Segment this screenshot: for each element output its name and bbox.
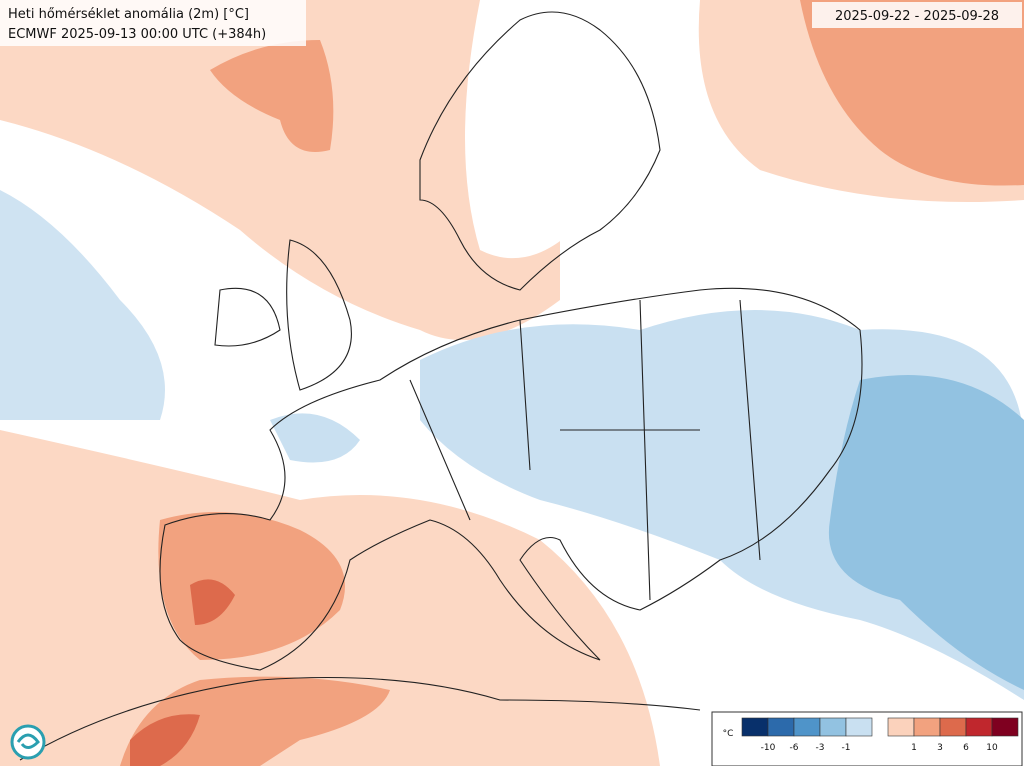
greenland-sea-warm: [210, 40, 334, 152]
iberia-hot: [190, 579, 235, 625]
france-cool: [270, 413, 360, 463]
borders: [409, 299, 761, 601]
legend: °C -10 -6 -3 -1 1 3 6 10: [711, 711, 1023, 766]
africa-coast: [19, 676, 701, 761]
legend-swatch: [741, 717, 769, 737]
east-cool: [828, 375, 1024, 690]
ireland-coast: [214, 287, 281, 347]
legend-swatch: [939, 717, 967, 737]
legend-swatch: [845, 717, 873, 737]
legend-swatch: [913, 717, 941, 737]
legend-tick-label: -6: [790, 743, 799, 753]
africa-warm: [120, 676, 390, 766]
date-box: [812, 2, 1022, 28]
legend-swatch: [991, 717, 1019, 737]
legend-swatch: [767, 717, 795, 737]
subtitle: ECMWF 2025-09-13 00:00 UTC (+384h): [8, 27, 266, 42]
legend-swatch: [793, 717, 821, 737]
africa-hot: [130, 714, 200, 766]
britain-coast: [286, 239, 352, 391]
logo: [10, 724, 46, 760]
legend-unit: °C: [723, 729, 734, 739]
title-box: [0, 0, 306, 46]
legend-tick-label: -3: [816, 743, 825, 753]
scandinavia-neutral: [465, 0, 645, 259]
legend-tick-label: 10: [986, 743, 998, 753]
legend-tick-label: -1: [842, 743, 851, 753]
continent-coast: [159, 287, 863, 671]
legend-swatch: [965, 717, 993, 737]
legend-swatch: [887, 717, 915, 737]
arctic-warm: [800, 0, 1024, 186]
date-range: 2025-09-22 - 2025-09-28: [835, 9, 999, 24]
logo-swirl: [16, 733, 40, 749]
legend-swatch: [819, 717, 847, 737]
legend-tick-label: 3: [937, 743, 943, 753]
scandinavia-coast: [419, 11, 661, 291]
legend-tick-label: 6: [963, 743, 969, 753]
legend-tick-label: 1: [911, 743, 917, 753]
atlantic-cool: [0, 190, 165, 420]
legend-tick-label: -10: [761, 743, 776, 753]
title: Heti hőmérséklet anomália (2m) [°C]: [8, 7, 249, 22]
